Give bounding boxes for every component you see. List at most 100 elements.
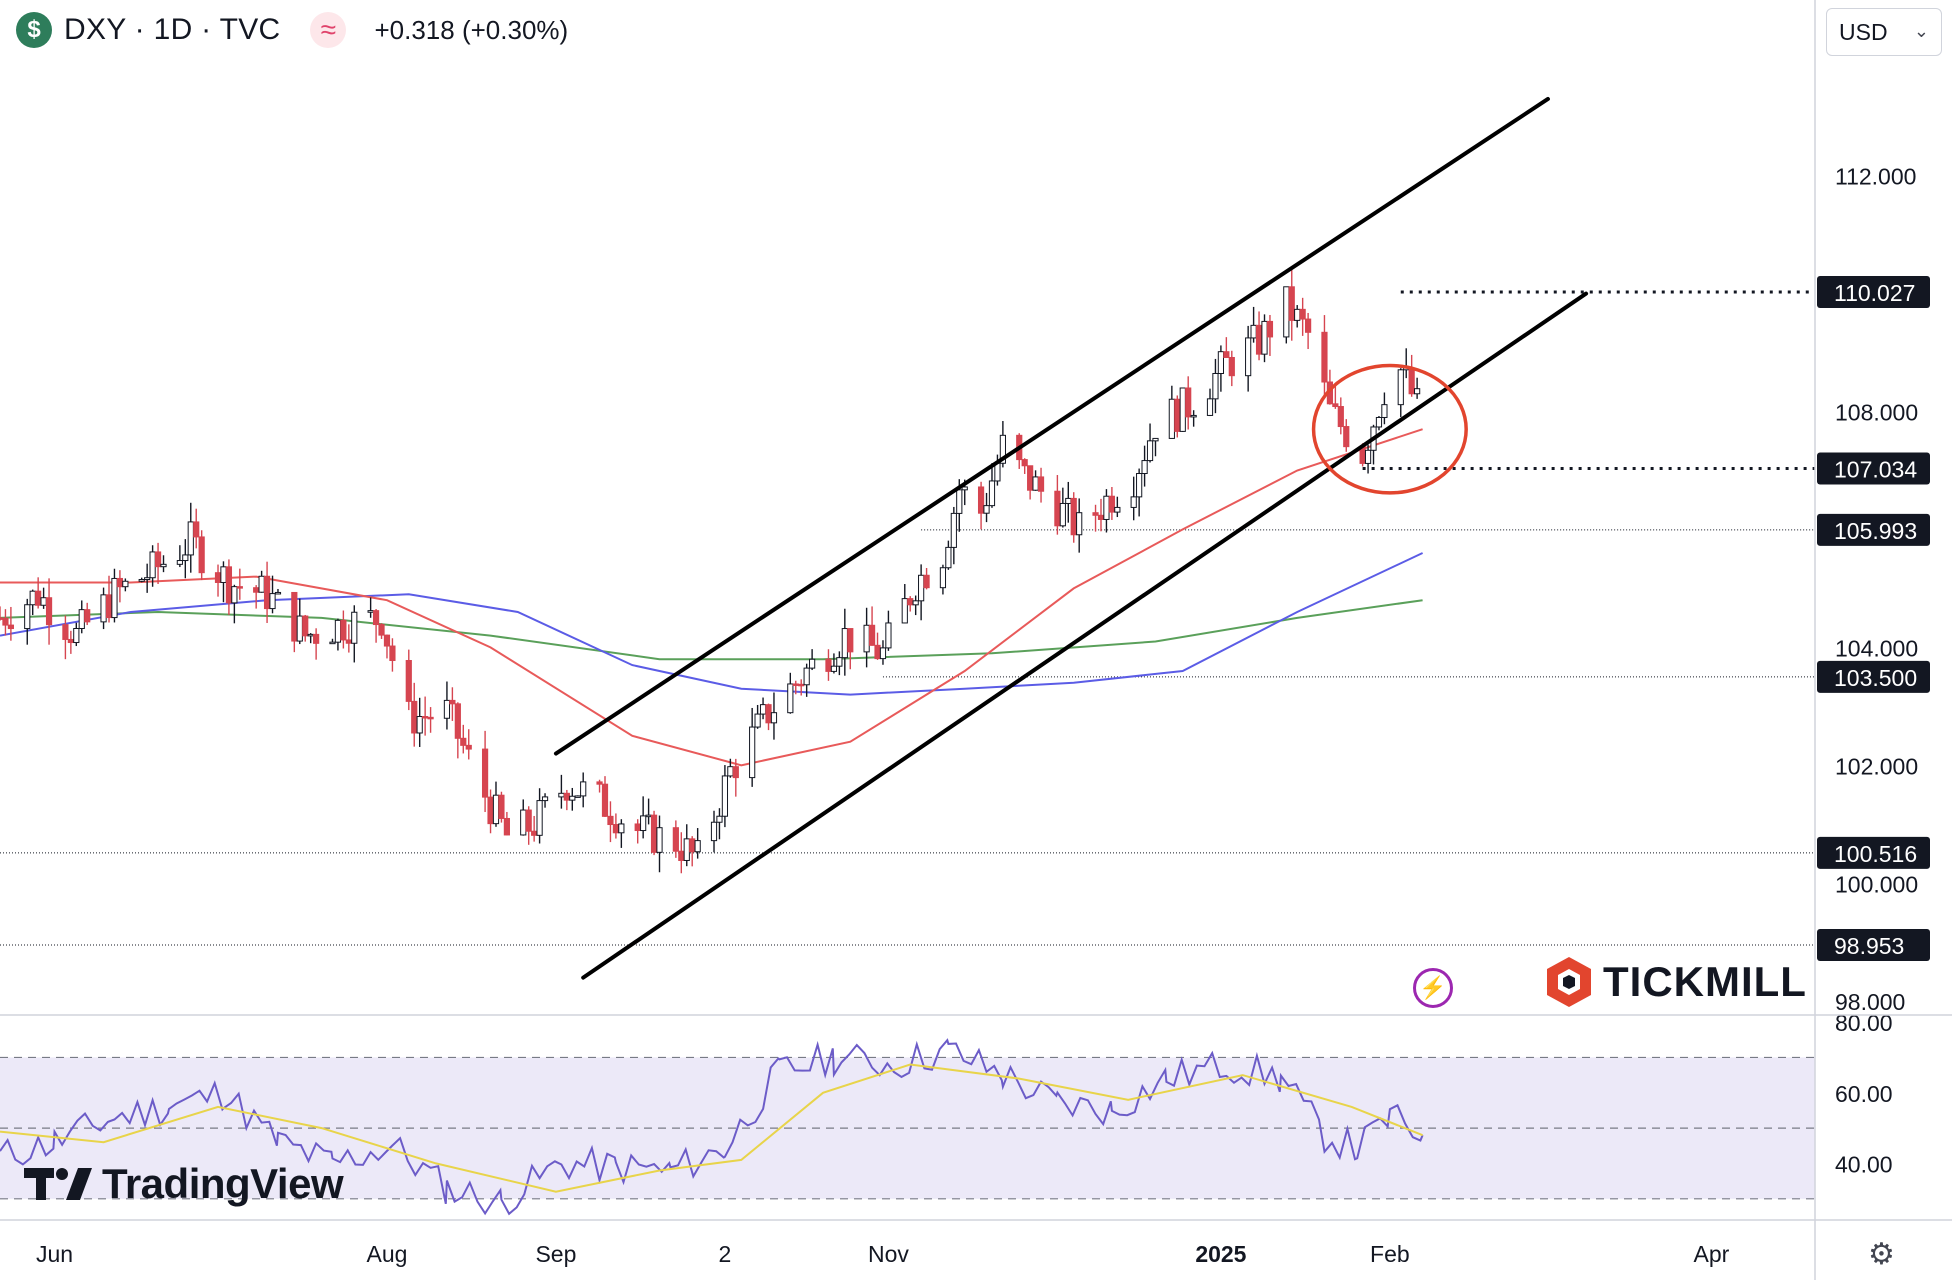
candle-body[interactable] bbox=[879, 647, 887, 660]
candle-body[interactable] bbox=[160, 563, 167, 568]
candle-body[interactable] bbox=[1032, 476, 1039, 491]
candle-body[interactable] bbox=[116, 577, 124, 588]
candle-body[interactable] bbox=[558, 792, 565, 798]
candle-body[interactable] bbox=[389, 645, 396, 661]
settings-icon[interactable]: ⚙ bbox=[1868, 1238, 1895, 1271]
candle-body[interactable] bbox=[994, 462, 1001, 482]
candle-body[interactable] bbox=[716, 815, 723, 823]
candle-body[interactable] bbox=[1174, 398, 1181, 432]
candle-body[interactable] bbox=[427, 716, 434, 720]
candle-body[interactable] bbox=[1228, 356, 1235, 377]
candle-body[interactable] bbox=[149, 551, 156, 579]
candle-body[interactable] bbox=[1414, 388, 1421, 395]
candle-body[interactable] bbox=[918, 574, 925, 602]
candle-body[interactable] bbox=[912, 600, 919, 606]
candle-body[interactable] bbox=[803, 667, 810, 686]
candle-body[interactable] bbox=[0, 617, 4, 620]
candle-body[interactable] bbox=[253, 587, 260, 593]
candle-body[interactable] bbox=[383, 634, 391, 647]
candle-body[interactable] bbox=[84, 609, 91, 623]
candle-body[interactable] bbox=[1364, 449, 1372, 464]
candle-body[interactable] bbox=[465, 744, 472, 750]
candle-body[interactable] bbox=[405, 659, 412, 702]
candle-body[interactable] bbox=[1136, 473, 1143, 498]
candle-body[interactable] bbox=[650, 814, 658, 853]
candle-body[interactable] bbox=[449, 699, 456, 705]
candle-body[interactable] bbox=[672, 827, 679, 852]
candle-body[interactable] bbox=[977, 486, 985, 514]
candle-body[interactable] bbox=[176, 560, 183, 565]
candle-body[interactable] bbox=[868, 624, 876, 646]
candle-body[interactable] bbox=[1103, 495, 1110, 520]
candle-body[interactable] bbox=[372, 610, 380, 626]
candle-body[interactable] bbox=[678, 850, 685, 861]
candle-body[interactable] bbox=[307, 633, 314, 637]
candle-body[interactable] bbox=[422, 716, 429, 719]
candle-body[interactable] bbox=[618, 823, 625, 834]
candle-body[interactable] bbox=[1343, 426, 1350, 448]
candle-body[interactable] bbox=[1114, 506, 1121, 513]
candle-body[interactable] bbox=[1168, 398, 1175, 439]
candle-body[interactable] bbox=[1054, 490, 1061, 527]
candle-body[interactable] bbox=[710, 821, 718, 842]
candle-body[interactable] bbox=[73, 627, 80, 644]
candle-body[interactable] bbox=[481, 748, 489, 798]
bolt-icon[interactable]: ⚡ bbox=[1413, 968, 1453, 1008]
tradingview-logo[interactable]: TradingView bbox=[22, 1160, 344, 1208]
candle-body[interactable] bbox=[1408, 367, 1415, 395]
channel-lower-line[interactable] bbox=[581, 291, 1589, 980]
candle-body[interactable] bbox=[520, 809, 527, 836]
candle-body[interactable] bbox=[460, 737, 467, 746]
candle-body[interactable] bbox=[1255, 324, 1263, 355]
candle-body[interactable] bbox=[525, 809, 532, 832]
candle-body[interactable] bbox=[999, 434, 1006, 464]
candle-body[interactable] bbox=[770, 712, 778, 724]
candle-body[interactable] bbox=[596, 781, 603, 785]
candle-body[interactable] bbox=[1092, 512, 1099, 516]
candle-body[interactable] bbox=[351, 611, 358, 644]
candle-body[interactable] bbox=[40, 597, 47, 606]
symbol-title[interactable]: DXY · 1D · TVC bbox=[64, 13, 281, 46]
candle-body[interactable] bbox=[601, 783, 609, 817]
candle-body[interactable] bbox=[1321, 331, 1328, 383]
candle-body[interactable] bbox=[1097, 514, 1105, 520]
rsi-line[interactable] bbox=[0, 1038, 1424, 1216]
candle-body[interactable] bbox=[732, 766, 739, 779]
candle-body[interactable] bbox=[634, 823, 641, 832]
candle-body[interactable] bbox=[1190, 414, 1197, 418]
candle-body[interactable] bbox=[1250, 324, 1257, 339]
candle-body[interactable] bbox=[1070, 497, 1077, 536]
candle-body[interactable] bbox=[765, 704, 772, 724]
candle-body[interactable] bbox=[105, 594, 113, 619]
candle-body[interactable] bbox=[787, 683, 794, 714]
candle-body[interactable] bbox=[574, 795, 581, 798]
candle-body[interactable] bbox=[1245, 337, 1252, 377]
candle-body[interactable] bbox=[100, 594, 107, 623]
candle-body[interactable] bbox=[956, 489, 963, 514]
candle-body[interactable] bbox=[1206, 398, 1214, 416]
candle-body[interactable] bbox=[749, 726, 756, 779]
candle-body[interactable] bbox=[1294, 308, 1301, 321]
candle-body[interactable] bbox=[640, 815, 647, 832]
candle-body[interactable] bbox=[35, 590, 42, 606]
candle-body[interactable] bbox=[656, 827, 663, 853]
candle-body[interactable] bbox=[531, 830, 538, 836]
candle-body[interactable] bbox=[689, 838, 696, 853]
candle-body[interactable] bbox=[830, 665, 838, 672]
channel-lines[interactable] bbox=[553, 96, 1589, 980]
candle-body[interactable] bbox=[1027, 465, 1034, 491]
candle-body[interactable] bbox=[885, 622, 892, 649]
candle-body[interactable] bbox=[411, 700, 418, 734]
candle-body[interactable] bbox=[809, 658, 816, 669]
candle-body[interactable] bbox=[1261, 320, 1268, 355]
candle-body[interactable] bbox=[78, 609, 85, 629]
candle-body[interactable] bbox=[1059, 502, 1066, 527]
candle-body[interactable] bbox=[1021, 459, 1028, 467]
candle-body[interactable] bbox=[607, 815, 614, 826]
candle-body[interactable] bbox=[345, 639, 352, 644]
candle-body[interactable] bbox=[988, 480, 996, 507]
wave-icon[interactable]: ≈ bbox=[310, 12, 347, 48]
candle-body[interactable] bbox=[416, 716, 423, 734]
